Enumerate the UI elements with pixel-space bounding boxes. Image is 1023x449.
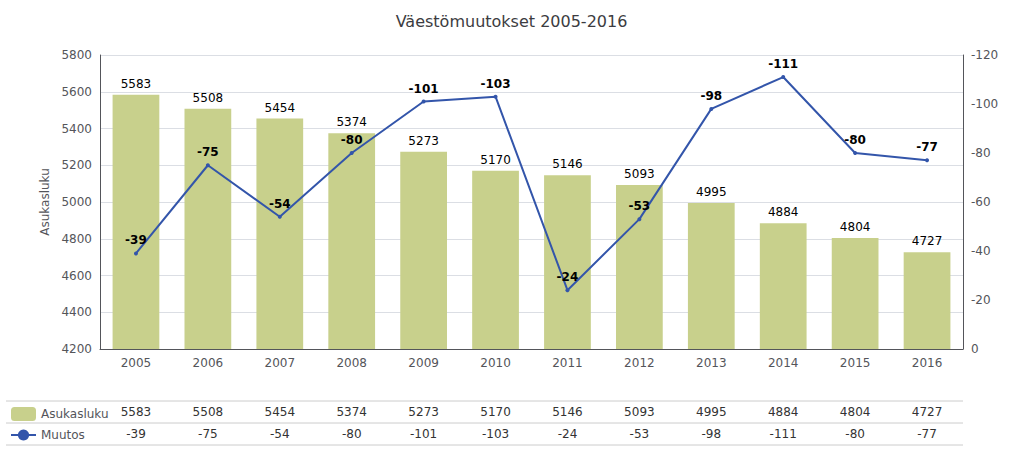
svg-text:-77: -77 bbox=[916, 140, 938, 154]
svg-text:-24: -24 bbox=[557, 270, 579, 284]
svg-text:-98: -98 bbox=[700, 89, 722, 103]
svg-text:5273: 5273 bbox=[408, 405, 439, 419]
svg-text:-111: -111 bbox=[768, 57, 798, 71]
svg-text:2010: 2010 bbox=[480, 356, 511, 370]
svg-text:-75: -75 bbox=[198, 427, 218, 441]
svg-text:5454: 5454 bbox=[265, 405, 296, 419]
svg-text:-20: -20 bbox=[971, 293, 991, 307]
svg-text:5146: 5146 bbox=[552, 157, 583, 171]
svg-text:Asukasluku: Asukasluku bbox=[38, 168, 52, 236]
svg-text:2008: 2008 bbox=[336, 356, 367, 370]
svg-text:2011: 2011 bbox=[552, 356, 583, 370]
svg-text:2013: 2013 bbox=[696, 356, 727, 370]
svg-text:5400: 5400 bbox=[61, 122, 92, 136]
svg-text:4884: 4884 bbox=[768, 205, 799, 219]
svg-text:2014: 2014 bbox=[768, 356, 799, 370]
svg-text:5508: 5508 bbox=[193, 91, 224, 105]
svg-text:-80: -80 bbox=[845, 427, 865, 441]
svg-text:4400: 4400 bbox=[61, 305, 92, 319]
svg-text:2016: 2016 bbox=[912, 356, 943, 370]
svg-text:4727: 4727 bbox=[912, 405, 943, 419]
svg-text:4804: 4804 bbox=[840, 405, 871, 419]
svg-text:-53: -53 bbox=[630, 427, 650, 441]
svg-text:5800: 5800 bbox=[61, 48, 92, 62]
svg-text:-103: -103 bbox=[482, 427, 509, 441]
svg-text:-100: -100 bbox=[971, 97, 998, 111]
svg-text:-24: -24 bbox=[558, 427, 578, 441]
svg-text:-40: -40 bbox=[971, 244, 991, 258]
svg-text:2005: 2005 bbox=[121, 356, 152, 370]
svg-text:-80: -80 bbox=[844, 133, 866, 147]
svg-text:-80: -80 bbox=[342, 427, 362, 441]
svg-text:-39: -39 bbox=[126, 427, 146, 441]
svg-text:Väestömuutokset 2005-2016: Väestömuutokset 2005-2016 bbox=[396, 12, 628, 31]
svg-text:2006: 2006 bbox=[193, 356, 224, 370]
svg-text:4600: 4600 bbox=[61, 269, 92, 283]
svg-text:5454: 5454 bbox=[265, 101, 296, 115]
svg-text:5170: 5170 bbox=[480, 405, 511, 419]
svg-text:5146: 5146 bbox=[552, 405, 583, 419]
svg-text:5374: 5374 bbox=[336, 405, 367, 419]
svg-text:-80: -80 bbox=[971, 146, 991, 160]
svg-text:-53: -53 bbox=[629, 199, 651, 213]
svg-text:4727: 4727 bbox=[912, 234, 943, 248]
svg-text:-101: -101 bbox=[409, 82, 439, 96]
svg-text:-101: -101 bbox=[410, 427, 437, 441]
svg-text:4884: 4884 bbox=[768, 405, 799, 419]
svg-text:5000: 5000 bbox=[61, 195, 92, 209]
svg-text:-54: -54 bbox=[269, 197, 291, 211]
svg-text:-120: -120 bbox=[971, 48, 998, 62]
svg-text:5508: 5508 bbox=[193, 405, 224, 419]
svg-text:2007: 2007 bbox=[265, 356, 296, 370]
svg-text:Muutos: Muutos bbox=[41, 428, 85, 442]
svg-text:5374: 5374 bbox=[336, 115, 367, 129]
svg-text:4995: 4995 bbox=[696, 405, 727, 419]
svg-text:0: 0 bbox=[971, 342, 979, 356]
svg-text:4804: 4804 bbox=[840, 220, 871, 234]
svg-text:-111: -111 bbox=[770, 427, 797, 441]
svg-text:5600: 5600 bbox=[61, 85, 92, 99]
svg-text:Asukasluku: Asukasluku bbox=[41, 407, 109, 421]
svg-text:-80: -80 bbox=[341, 133, 363, 147]
svg-text:5093: 5093 bbox=[624, 405, 655, 419]
svg-text:5093: 5093 bbox=[624, 167, 655, 181]
svg-text:-54: -54 bbox=[270, 427, 290, 441]
svg-text:2012: 2012 bbox=[624, 356, 655, 370]
svg-text:2015: 2015 bbox=[840, 356, 871, 370]
svg-text:-60: -60 bbox=[971, 195, 991, 209]
svg-text:-98: -98 bbox=[701, 427, 721, 441]
svg-text:4200: 4200 bbox=[61, 342, 92, 356]
svg-text:5273: 5273 bbox=[408, 134, 439, 148]
svg-text:-103: -103 bbox=[481, 77, 511, 91]
svg-text:5583: 5583 bbox=[121, 405, 152, 419]
svg-text:2009: 2009 bbox=[408, 356, 439, 370]
svg-text:-75: -75 bbox=[197, 145, 219, 159]
svg-text:5170: 5170 bbox=[480, 153, 511, 167]
svg-text:5583: 5583 bbox=[121, 77, 152, 91]
svg-text:4800: 4800 bbox=[61, 232, 92, 246]
svg-text:4995: 4995 bbox=[696, 185, 727, 199]
svg-text:-77: -77 bbox=[917, 427, 937, 441]
svg-text:5200: 5200 bbox=[61, 158, 92, 172]
svg-text:-39: -39 bbox=[125, 233, 147, 247]
